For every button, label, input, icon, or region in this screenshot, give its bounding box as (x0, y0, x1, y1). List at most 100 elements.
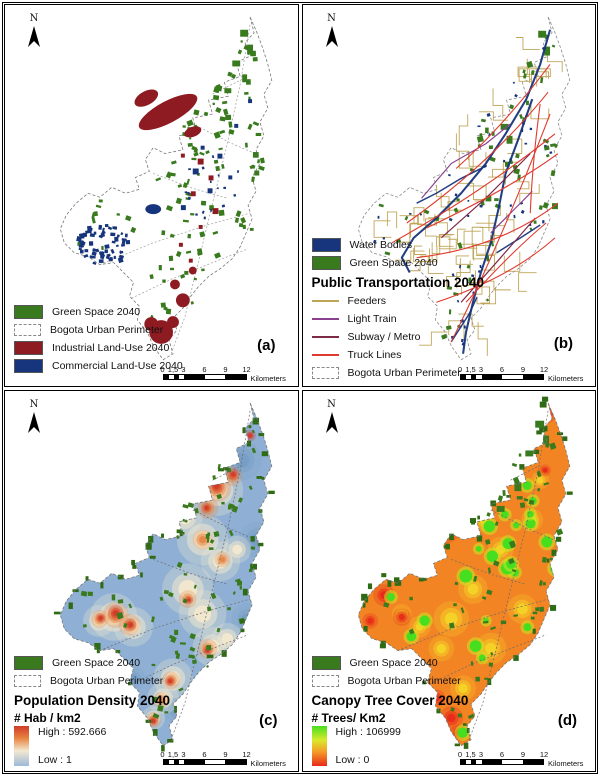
industrial-swatch (14, 340, 43, 355)
legend-label: Bogota Urban Perimeter (50, 675, 164, 687)
population-ramp-bar (14, 726, 29, 766)
panel-letter: (b) (553, 334, 573, 352)
legend-label: Green Space 2040 (52, 305, 141, 318)
population-density-map (53, 402, 275, 751)
panel-letter: (c) (259, 712, 278, 729)
scale-ticks: 0 1,5 3 6 9 12 (457, 364, 549, 374)
legend-item-perimeter: Bogota Urban Perimeter (14, 323, 183, 337)
ramp-low-label: Low : 0 (335, 754, 370, 766)
scale-bar-strip (162, 759, 247, 765)
legend-units: # Hab / km2 (14, 711, 81, 725)
scale-bar: 0 1,5 3 6 9 12 Kilometers (456, 365, 590, 383)
green-space-swatch (311, 255, 341, 270)
scale-bar: 0 1,5 3 6 9 12 Kilometers (159, 365, 293, 383)
legend-label: Green Space 2040 (349, 657, 438, 669)
legend-item-subway: Subway / Metro (311, 330, 485, 344)
north-arrow-icon (325, 26, 338, 47)
north-arrow-icon (28, 26, 40, 47)
legend-units: # Trees/ Km2 (311, 711, 386, 725)
scale-bar-strip (162, 373, 247, 380)
legend-item-green-space: Green Space 2040 (14, 656, 170, 670)
color-ramp: High : 106999 Low : 0 (311, 726, 469, 766)
scale-unit: Kilometers (250, 759, 286, 768)
legend-a: Green Space 2040 Bogota Urban Perimeter … (14, 301, 183, 377)
panel-b: N Water Bodies Green Space 2040 Public T… (301, 4, 596, 387)
panel-c: N Green Space 2040 Bogota Urban Perimete… (4, 389, 299, 772)
legend-label: Feeders (347, 294, 387, 307)
scale-bar: 0 1,5 3 6 9 12 Kilometers (159, 750, 293, 768)
panel-grid: N Green Space 2040 Bogota Urban Perimete… (4, 4, 596, 772)
scale-ticks: 0 1,5 3 6 9 12 (457, 750, 549, 759)
legend-label: Green Space 2040 (349, 256, 438, 269)
north-label: N (29, 398, 39, 410)
north-arrow-icon (325, 411, 338, 433)
north-arrow-icon (28, 411, 40, 433)
green-space-swatch (14, 304, 43, 319)
panel-letter: (a) (257, 336, 276, 354)
scale-bar-strip (460, 759, 544, 765)
canopy-cover-map (357, 396, 573, 749)
legend-label: Bogota Urban Perimeter (347, 366, 461, 379)
legend-item-perimeter: Bogota Urban Perimeter (14, 674, 170, 688)
legend-item-water: Water Bodies (311, 237, 485, 252)
truck-line-swatch (311, 353, 339, 356)
scale-unit: Kilometers (548, 373, 584, 383)
scale-unit: Kilometers (548, 759, 584, 768)
north-arrow: N (319, 13, 345, 53)
legend-item-perimeter: Bogota Urban Perimeter (311, 674, 469, 688)
panel-a: N Green Space 2040 Bogota Urban Perimete… (4, 4, 299, 387)
scale-bar: 0 1,5 3 6 9 12 Kilometers (456, 750, 590, 768)
north-arrow: N (21, 399, 47, 439)
legend-item-commercial: Commercial Land-Use 2040 (14, 358, 183, 373)
legend-item-feeders: Feeders (311, 294, 485, 308)
transport-map (357, 16, 570, 361)
legend-label: Water Bodies (349, 238, 413, 251)
legend-header: Public Transportation 2040 (311, 274, 485, 290)
green-space-swatch (14, 656, 43, 670)
light-train-line-swatch (311, 317, 339, 320)
scale-unit: Kilometers (250, 373, 286, 383)
legend-label: Bogota Urban Perimeter (50, 323, 164, 336)
legend-header: Population Density 2040 (14, 693, 171, 708)
legend-label: Light Train (347, 312, 397, 325)
legend-item-light-train: Light Train (311, 312, 485, 326)
north-arrow: N (319, 399, 345, 439)
north-label: N (29, 13, 39, 24)
ramp-high-label: High : 592.666 (38, 726, 107, 738)
ramp-high-label: High : 106999 (335, 726, 401, 738)
commercial-swatch (14, 358, 43, 373)
legend-item-green-space: Green Space 2040 (14, 304, 183, 319)
perimeter-swatch (311, 675, 339, 687)
legend-label: Industrial Land-Use 2040 (52, 341, 170, 354)
scale-ticks: 0 1,5 3 6 9 12 (160, 750, 251, 759)
legend-d: Green Space 2040 Bogota Urban Perimeter … (311, 652, 469, 766)
legend-item-green-space: Green Space 2040 (311, 656, 469, 670)
legend-c: Green Space 2040 Bogota Urban Perimeter … (14, 652, 170, 766)
panel-letter: (d) (557, 712, 577, 729)
north-label: N (327, 398, 336, 410)
subway-line-swatch (311, 335, 339, 338)
perimeter-swatch (14, 323, 41, 336)
panel-d: N Green Space 2040 Bogota Urban Perimete… (301, 389, 596, 772)
land-use-map (59, 16, 273, 361)
canopy-ramp-bar (311, 726, 327, 766)
ramp-low-label: Low : 1 (38, 754, 72, 766)
legend-label: Subway / Metro (347, 330, 421, 343)
legend-header: Canopy Tree Cover 2040 (311, 693, 469, 708)
legend-item-perimeter: Bogota Urban Perimeter (311, 366, 485, 380)
legend-label: Commercial Land-Use 2040 (52, 359, 183, 372)
feeders-line-swatch (311, 299, 339, 302)
legend-label: Green Space 2040 (52, 657, 141, 669)
legend-label: Truck Lines (347, 348, 402, 361)
north-label: N (327, 13, 336, 24)
legend-item-industrial: Industrial Land-Use 2040 (14, 340, 183, 355)
perimeter-swatch (14, 675, 41, 687)
green-space-swatch (311, 656, 341, 670)
legend-item-truck: Truck Lines (311, 348, 485, 362)
north-arrow: N (21, 13, 47, 53)
legend-label: Bogota Urban Perimeter (347, 675, 461, 687)
scale-ticks: 0 1,5 3 6 9 12 (160, 364, 251, 374)
legend-item-green-space: Green Space 2040 (311, 255, 485, 270)
water-swatch (311, 237, 341, 252)
